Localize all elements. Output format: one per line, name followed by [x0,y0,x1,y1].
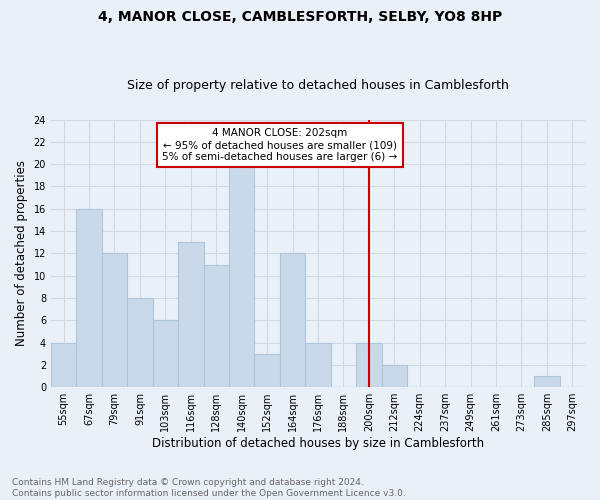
Bar [178,242,203,387]
Text: Contains HM Land Registry data © Crown copyright and database right 2024.
Contai: Contains HM Land Registry data © Crown c… [12,478,406,498]
Bar [51,342,76,387]
Bar [534,376,560,387]
Text: 4 MANOR CLOSE: 202sqm
← 95% of detached houses are smaller (109)
5% of semi-deta: 4 MANOR CLOSE: 202sqm ← 95% of detached … [162,128,397,162]
Bar [356,342,382,387]
Bar [382,365,407,387]
Bar [152,320,178,387]
Bar [127,298,152,387]
Bar [76,209,102,387]
Bar [305,342,331,387]
X-axis label: Distribution of detached houses by size in Camblesforth: Distribution of detached houses by size … [152,437,484,450]
Title: Size of property relative to detached houses in Camblesforth: Size of property relative to detached ho… [127,79,509,92]
Bar [203,264,229,387]
Bar [254,354,280,387]
Bar [280,254,305,387]
Bar [229,164,254,387]
Text: 4, MANOR CLOSE, CAMBLESFORTH, SELBY, YO8 8HP: 4, MANOR CLOSE, CAMBLESFORTH, SELBY, YO8… [98,10,502,24]
Bar [102,254,127,387]
Y-axis label: Number of detached properties: Number of detached properties [15,160,28,346]
